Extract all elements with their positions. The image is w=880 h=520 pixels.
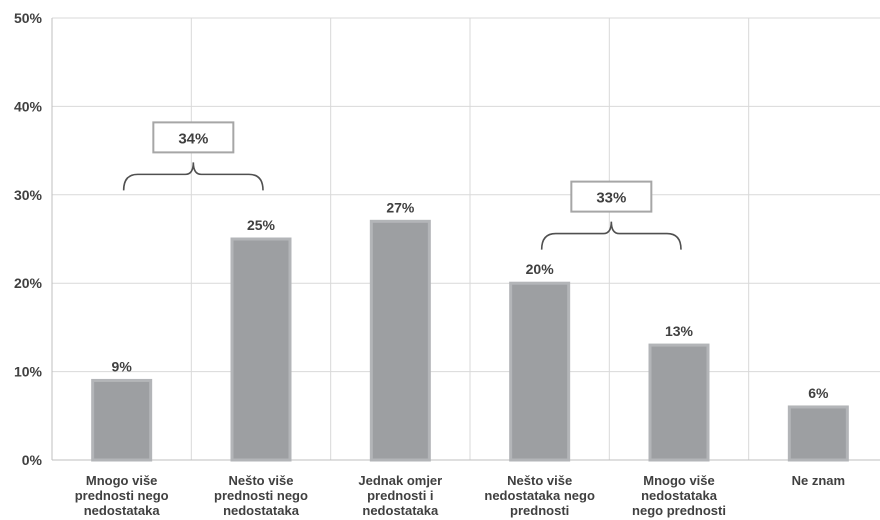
data-labels: 9% 25% 27% 20% 13% 6% bbox=[112, 199, 829, 401]
category-label: prednosti i bbox=[367, 488, 433, 503]
data-label: 6% bbox=[808, 385, 829, 401]
bar bbox=[509, 281, 571, 462]
data-label: 27% bbox=[386, 199, 415, 215]
group-annotations: 34% 33% bbox=[122, 121, 682, 250]
bars bbox=[91, 219, 849, 462]
category-label: nedostataka bbox=[641, 488, 718, 503]
data-label: 9% bbox=[112, 358, 133, 374]
y-tick-label: 30% bbox=[14, 187, 43, 203]
grid-lines bbox=[52, 17, 880, 460]
category-label: prednosti nego bbox=[75, 488, 169, 503]
axes: 0% 10% 20% 30% 40% 50% bbox=[14, 10, 880, 468]
group-label: 34% bbox=[178, 130, 208, 147]
category-label: prednosti nego bbox=[214, 488, 308, 503]
category-label: nedostataka bbox=[84, 503, 161, 518]
group-bracket bbox=[122, 162, 264, 191]
category-label: Mnogo više bbox=[86, 473, 158, 488]
bar bbox=[369, 219, 431, 462]
category-label: prednosti bbox=[510, 503, 569, 518]
data-label: 25% bbox=[247, 217, 276, 233]
bar bbox=[648, 343, 710, 462]
category-label: Jednak omjer bbox=[358, 473, 442, 488]
data-label: 20% bbox=[526, 261, 555, 277]
category-label: nedostataka bbox=[223, 503, 300, 518]
group-bracket bbox=[540, 221, 682, 250]
category-label: Nešto više bbox=[507, 473, 572, 488]
category-label: nego prednosti bbox=[632, 503, 726, 518]
group-label-box bbox=[570, 180, 653, 213]
y-tick-label: 0% bbox=[22, 452, 43, 468]
y-tick-label: 50% bbox=[14, 10, 43, 26]
y-tick-label: 10% bbox=[14, 364, 43, 380]
category-label: Ne znam bbox=[792, 473, 845, 488]
y-tick-label: 20% bbox=[14, 275, 43, 291]
category-label: Nešto više bbox=[228, 473, 293, 488]
group-label-box bbox=[152, 121, 235, 154]
category-label: nedostataka bbox=[362, 503, 439, 518]
category-label: Mnogo više bbox=[643, 473, 715, 488]
y-tick-label: 40% bbox=[14, 98, 43, 114]
bar bbox=[230, 237, 292, 462]
category-label: nedostataka nego bbox=[484, 488, 595, 503]
bar bbox=[91, 378, 153, 462]
bar bbox=[787, 405, 849, 462]
group-label: 33% bbox=[596, 190, 626, 207]
data-label: 13% bbox=[665, 323, 694, 339]
